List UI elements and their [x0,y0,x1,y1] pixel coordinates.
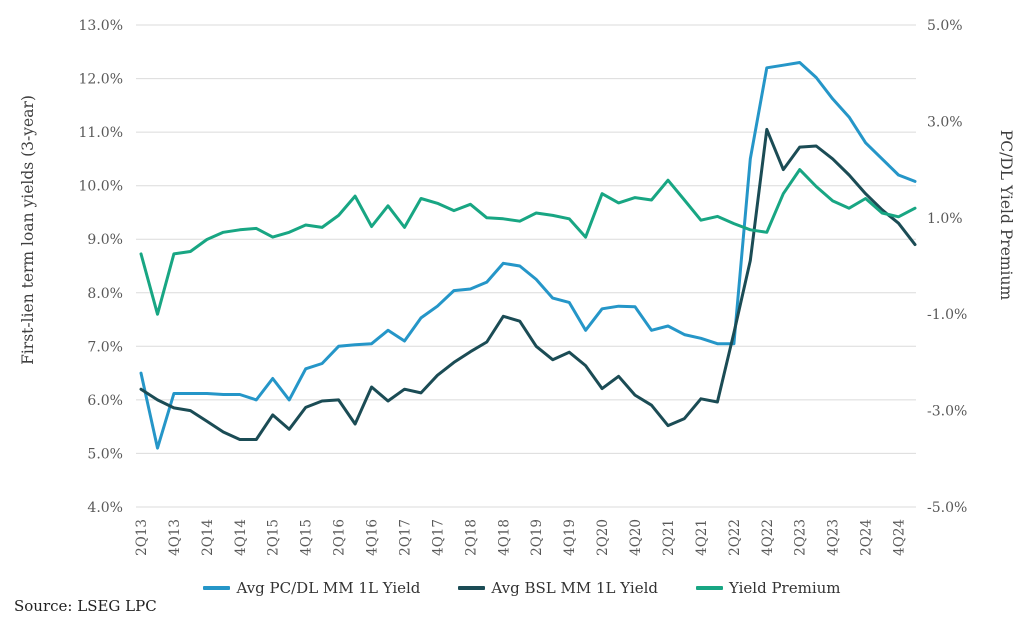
left-axis-title: First-lien term loan yields (3-year) [19,95,37,365]
x-axis-tick-label: 4Q20 [628,519,644,556]
series-line-0 [139,61,917,450]
bsl-series-swatch-icon [458,586,486,590]
x-axis-tick-label: 2Q17 [398,519,414,556]
x-axis-tick-label: 2Q14 [200,519,216,556]
legend-label-pcdl: Avg PC/DL MM 1L Yield [236,579,421,597]
x-axis-tick-label: 4Q14 [233,519,249,556]
x-axis-tick-label: 4Q22 [760,519,776,556]
x-axis-tick-label: 4Q17 [430,519,446,556]
axis-ticks-layer: 13.0% 12.0% 11.0% 10.0% 9.0% 8.0% 7.0% 6.0% 5.0%… [79,18,968,556]
x-axis-tick-label: 2Q23 [793,519,809,556]
left-axis-tick-label: 11.0% [79,125,123,141]
legend-item-pcdl: Avg PC/DL MM 1L Yield [203,579,420,597]
x-axis-tick-label: 4Q19 [562,519,578,556]
right-axis-tick-label: 5.0% [927,18,963,34]
x-axis-tick-label: 2Q22 [727,519,743,556]
series-line-2 [139,168,917,316]
x-axis-tick-label: 2Q18 [463,519,479,556]
premium-series-swatch-icon [695,586,723,590]
pcdl-series-swatch-icon [203,586,231,590]
x-axis-tick-label: 2Q21 [661,519,677,556]
left-axis-tick-label: 6.0% [87,393,123,409]
x-axis-tick-label: 2Q20 [595,519,611,556]
x-axis-tick-label: 2Q16 [332,519,348,556]
x-axis-tick-label: 4Q23 [826,519,842,556]
left-axis-tick-label: 7.0% [87,339,123,355]
x-axis-tick-label: 4Q16 [365,519,381,556]
x-axis-tick-label: 4Q21 [694,519,710,556]
x-axis-tick-label: 4Q13 [167,519,183,556]
left-axis-tick-label: 4.0% [87,500,123,516]
series-layer [139,61,917,450]
right-axis-tick-label: -1.0% [927,307,967,323]
right-axis-tick-label: -3.0% [927,404,967,420]
right-axis-title: PC/DL Yield Premium [997,130,1015,301]
legend-item-premium: Yield Premium [695,579,841,597]
source-credit: Source: LSEG LPC [14,597,157,615]
series-line-1 [139,127,917,441]
right-axis-tick-label: 3.0% [927,114,963,130]
legend-item-bsl: Avg BSL MM 1L Yield [458,579,658,597]
right-axis-tick-label: -5.0% [927,500,967,516]
legend-label-premium: Yield Premium [728,579,841,597]
x-axis-tick-label: 2Q19 [529,519,545,556]
left-axis-tick-label: 8.0% [87,286,123,302]
left-axis-tick-label: 12.0% [79,72,123,88]
x-axis-tick-label: 2Q13 [134,519,150,556]
left-axis-tick-label: 9.0% [87,232,123,248]
left-axis-tick-label: 13.0% [79,18,123,34]
legend: Avg PC/DL MM 1L Yield Avg BSL MM 1L Yiel… [0,579,1024,597]
x-axis-tick-label: 2Q24 [859,519,875,556]
x-axis-tick-label: 2Q15 [266,519,282,556]
x-axis-tick-label: 4Q24 [892,519,908,556]
x-axis-tick-label: 4Q18 [496,519,512,556]
x-axis-tick-label: 4Q15 [299,519,315,556]
left-axis-tick-label: 10.0% [79,179,123,195]
legend-label-bsl: Avg BSL MM 1L Yield [491,579,658,597]
gridlines-layer [136,24,916,508]
left-axis-tick-label: 5.0% [87,446,123,462]
right-axis-tick-label: 1.0% [927,211,963,227]
